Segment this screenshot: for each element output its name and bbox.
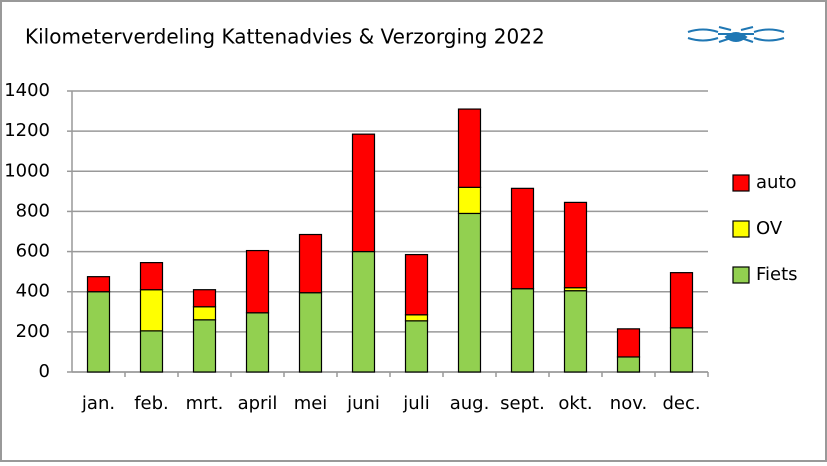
bar-segment xyxy=(351,250,376,373)
bar-segment xyxy=(404,253,429,316)
x-tick-label: aug. xyxy=(450,393,490,414)
bar-segment xyxy=(457,108,482,188)
x-tick-label: feb. xyxy=(134,393,169,414)
bar-segment xyxy=(616,356,641,373)
chart-title: Kilometerverdeling Kattenadvies & Verzor… xyxy=(25,25,545,49)
bar-segment xyxy=(457,212,482,373)
x-tick-label: okt. xyxy=(558,393,592,414)
bar-segment xyxy=(192,319,217,373)
y-tick-label: 1400 xyxy=(4,80,50,101)
y-tick-label: 0 xyxy=(39,361,50,382)
cat-logo xyxy=(687,26,785,43)
y-tick-label: 600 xyxy=(16,241,50,262)
legend-swatch xyxy=(732,220,750,238)
bar-segment xyxy=(404,320,429,373)
x-tick-label: dec. xyxy=(662,393,700,414)
x-tick-label: nov. xyxy=(610,393,647,414)
bar-segment xyxy=(298,292,323,373)
y-tick-label: 1000 xyxy=(4,160,50,181)
bar-segment xyxy=(139,262,164,291)
bar-segment xyxy=(510,288,535,373)
x-tick-label: sept. xyxy=(500,393,545,414)
x-tick-label: mrt. xyxy=(186,393,224,414)
x-tick-label: april xyxy=(238,393,278,414)
bar-segment xyxy=(298,233,323,294)
legend-swatch xyxy=(732,266,750,284)
bar-segment xyxy=(245,249,270,314)
x-tick-label: jan. xyxy=(81,393,115,414)
legend-label: OV xyxy=(756,218,783,239)
bar-segment xyxy=(192,289,217,308)
bar-segment xyxy=(669,272,694,329)
bar-segment xyxy=(563,201,588,289)
y-tick-label: 400 xyxy=(16,281,50,302)
bar-segment xyxy=(669,327,694,373)
bar-segment xyxy=(86,291,111,373)
bar-segment xyxy=(510,187,535,290)
y-tick-label: 1200 xyxy=(4,120,50,141)
bar-segment xyxy=(616,328,641,358)
y-tick-label: 200 xyxy=(16,321,50,342)
bar-segment xyxy=(351,133,376,253)
y-tick-label: 800 xyxy=(16,200,50,221)
bar-segment xyxy=(245,312,270,373)
x-tick-label: juni xyxy=(346,393,380,414)
x-tick-label: mei xyxy=(294,393,328,414)
bar-segment xyxy=(404,314,429,322)
x-tick-label: juli xyxy=(402,393,429,414)
bar-segment xyxy=(139,289,164,332)
bar-segment xyxy=(563,290,588,373)
bar-segment xyxy=(139,330,164,373)
bar-segment xyxy=(86,276,111,293)
legend-label: Fiets xyxy=(756,264,798,285)
legend-label: auto xyxy=(756,172,797,193)
legend-swatch xyxy=(732,174,750,192)
bar-segment xyxy=(192,306,217,321)
bar-segment xyxy=(457,186,482,215)
